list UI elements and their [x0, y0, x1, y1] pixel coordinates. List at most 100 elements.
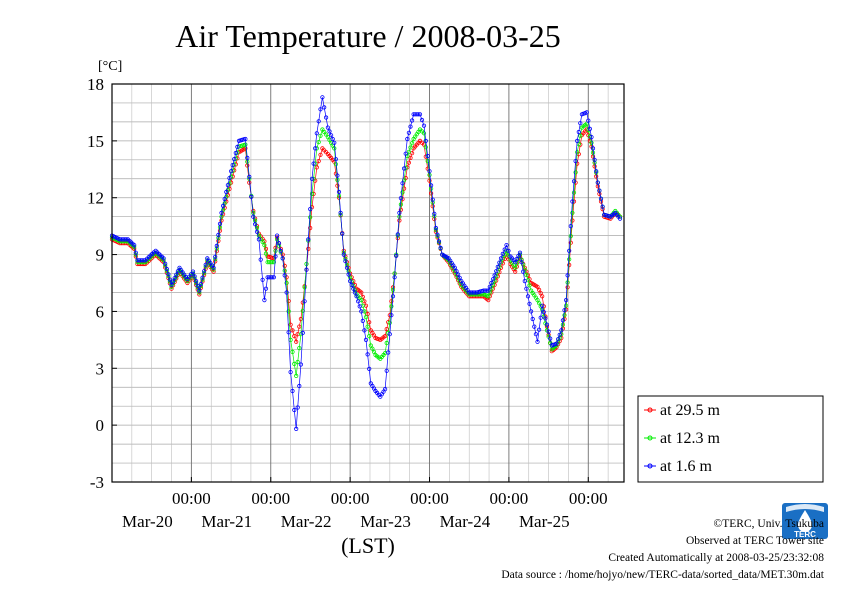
data-point — [554, 341, 559, 346]
data-point — [590, 146, 596, 151]
data-point — [543, 316, 548, 321]
data-point — [567, 257, 572, 262]
data-point — [390, 287, 396, 292]
data-point — [167, 277, 172, 282]
data-point — [229, 169, 234, 174]
data-point — [262, 239, 267, 244]
data-point — [202, 269, 207, 274]
data-point — [600, 204, 605, 209]
data-point — [423, 145, 428, 150]
data-point — [194, 278, 199, 284]
x-tick-date-label: Mar-24 — [440, 512, 491, 531]
data-point — [189, 272, 194, 277]
data-point — [535, 297, 540, 303]
data-point — [214, 243, 219, 248]
data-point — [438, 245, 443, 250]
observed-at-text: Observed at TERC Tower site — [685, 535, 824, 547]
data-point — [536, 287, 542, 292]
data-point — [300, 330, 305, 335]
data-point — [589, 135, 594, 140]
data-point — [294, 426, 299, 431]
data-point — [308, 225, 313, 231]
data-point — [327, 129, 332, 134]
data-point — [280, 256, 285, 261]
data-point — [260, 239, 265, 244]
data-point — [533, 332, 539, 337]
data-point — [559, 328, 564, 333]
data-point — [502, 247, 507, 252]
data-point — [497, 260, 502, 265]
data-point — [363, 337, 369, 342]
data-point — [274, 233, 280, 238]
data-point — [288, 369, 293, 375]
data-point — [389, 304, 394, 309]
data-point — [513, 269, 518, 274]
data-point — [290, 349, 295, 354]
data-point — [417, 112, 423, 117]
data-point — [318, 152, 323, 157]
data-point — [161, 256, 166, 261]
data-point — [271, 260, 276, 265]
data-point — [562, 308, 567, 313]
data-point — [408, 145, 413, 150]
data-point — [316, 159, 321, 164]
data-point — [233, 150, 238, 156]
data-point — [506, 248, 511, 253]
data-point — [314, 131, 319, 136]
data-point — [489, 280, 494, 286]
data-point — [276, 241, 282, 246]
data-point — [316, 140, 321, 145]
data-point — [360, 318, 365, 323]
data-point — [567, 248, 572, 253]
data-point — [541, 309, 546, 315]
data-point — [527, 283, 532, 288]
legend-label: at 29.5 m — [660, 402, 721, 419]
data-point — [557, 332, 562, 337]
data-point — [328, 133, 334, 138]
data-point — [224, 189, 229, 195]
chart-title: Air Temperature / 2008-03-25 — [175, 18, 561, 54]
data-point — [256, 237, 261, 242]
data-point — [403, 151, 408, 156]
data-point — [270, 275, 275, 280]
data-point — [262, 243, 267, 248]
data-point — [355, 299, 361, 304]
data-point — [408, 124, 413, 129]
data-point — [563, 297, 569, 303]
series-line — [111, 97, 621, 429]
data-point — [363, 314, 369, 320]
y-tick-label: 0 — [96, 416, 105, 435]
data-point — [398, 202, 403, 207]
data-point — [494, 269, 499, 274]
data-point — [527, 301, 532, 306]
data-point — [392, 275, 397, 280]
data-point — [298, 316, 303, 322]
data-point — [338, 210, 343, 215]
data-point — [132, 243, 137, 248]
data-point — [359, 309, 364, 314]
data-point — [192, 274, 197, 279]
data-point — [492, 273, 497, 278]
data-point — [432, 211, 437, 216]
data-point — [401, 186, 407, 191]
legend-swatch-marker — [647, 435, 653, 441]
data-point — [536, 327, 542, 332]
data-point — [335, 183, 340, 188]
data-point — [594, 169, 599, 174]
data-point — [306, 237, 311, 242]
data-point — [311, 161, 316, 166]
data-point — [560, 322, 566, 327]
data-point — [513, 265, 518, 270]
data-point — [428, 183, 434, 188]
data-point — [540, 294, 545, 299]
data-point — [535, 284, 540, 289]
data-point — [617, 216, 623, 221]
data-point — [570, 218, 575, 223]
legend-swatch-marker — [647, 463, 653, 469]
data-point — [290, 388, 295, 394]
data-point — [249, 194, 254, 199]
y-tick-label: 3 — [96, 359, 105, 378]
data-point — [528, 309, 534, 314]
data-point — [243, 142, 248, 147]
